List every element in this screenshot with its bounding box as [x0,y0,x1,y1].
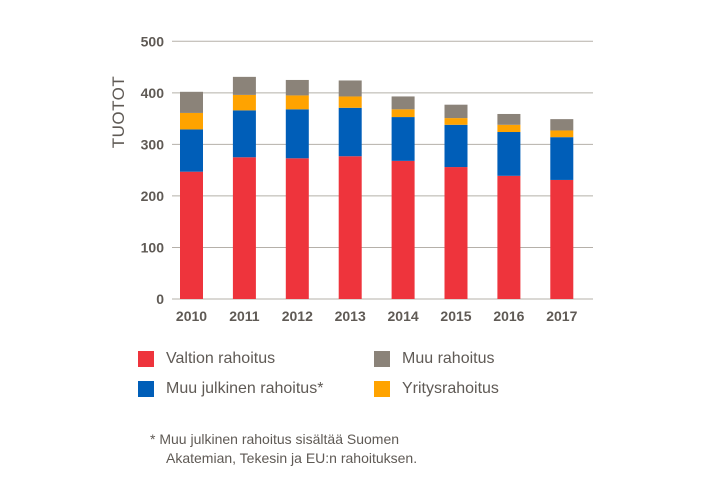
bar-segment-muu-rahoitus-2015 [444,104,468,119]
bar-segment-muu-rahoitus-2014 [391,96,415,110]
bar-segment-muu-julkinen-rahoitus-2016 [497,132,521,176]
bar-segment-yritysrahoitus-2017 [550,130,574,138]
legend-item-muu-rahoitus: Muu rahoitus [374,350,495,368]
bar-segment-yritysrahoitus-2016 [497,124,521,133]
bar-group-2015 [444,104,468,299]
bar-segment-valtion-rahoitus-2013 [338,156,362,299]
legend-label: Yritysrahoitus [402,380,499,397]
x-tick-label: 2013 [335,308,366,324]
bar-segment-yritysrahoitus-2015 [444,118,468,125]
bar-segment-muu-julkinen-rahoitus-2013 [338,107,362,157]
footnote: * Muu julkinen rahoitus sisältää Suomen … [150,430,417,468]
legend-label: Muu rahoitus [402,350,495,367]
bar-segment-yritysrahoitus-2012 [285,95,309,110]
x-tick-label: 2015 [440,308,471,324]
bar-segment-muu-julkinen-rahoitus-2015 [444,124,468,168]
bar-segment-muu-julkinen-rahoitus-2012 [285,109,309,159]
x-tick-label: 2012 [282,308,313,324]
x-tick-label: 2010 [176,308,207,324]
bar-segment-valtion-rahoitus-2011 [232,157,256,299]
legend-item-valtion-rahoitus: Valtion rahoitus [138,350,275,368]
x-tick-label: 2017 [546,308,577,324]
y-tick-label: 100 [141,239,165,255]
legend-label: Muu julkinen rahoitus* [166,380,324,397]
bar-segment-muu-julkinen-rahoitus-2014 [391,117,415,161]
bar-segment-yritysrahoitus-2014 [391,109,415,118]
y-tick-label: 0 [156,291,164,307]
legend-label: Valtion rahoitus [166,350,276,367]
bar-segment-muu-julkinen-rahoitus-2010 [180,129,203,172]
legend-swatch [374,381,390,397]
legend-swatch [374,351,390,367]
legend-swatch [138,381,154,397]
bar-segment-valtion-rahoitus-2015 [444,167,468,299]
x-axis-ticks: 2010 2011 2012 2013 2014 2015 2016 2017 [176,308,578,324]
bar-segment-yritysrahoitus-2010 [180,112,203,130]
bar-group-2016 [497,113,521,299]
bar-segment-valtion-rahoitus-2010 [180,171,203,299]
bar-group-2011 [232,76,256,299]
y-tick-label: 400 [141,85,165,101]
legend-item-yritysrahoitus: Yritysrahoitus [374,380,499,398]
x-tick-label: 2011 [229,308,260,324]
bar-segment-valtion-rahoitus-2014 [391,160,415,299]
bars [180,76,574,299]
y-tick-label: 200 [141,188,165,204]
bar-segment-yritysrahoitus-2013 [338,96,362,108]
bar-segment-muu-rahoitus-2017 [550,119,574,131]
bar-segment-yritysrahoitus-2011 [232,94,256,111]
bar-segment-muu-rahoitus-2011 [232,76,256,95]
y-axis-label: TUOTOT [109,76,128,149]
bar-segment-muu-rahoitus-2013 [338,80,362,97]
bar-segment-valtion-rahoitus-2012 [285,158,309,299]
bar-segment-muu-rahoitus-2016 [497,113,521,125]
bar-group-2017 [550,119,574,299]
footnote-line-1: * Muu julkinen rahoitus sisältää Suomen [150,431,400,447]
bar-group-2012 [285,79,309,299]
legend-swatch [138,351,154,367]
bar-segment-valtion-rahoitus-2017 [550,179,574,299]
y-tick-label: 500 [141,33,165,49]
bar-segment-muu-julkinen-rahoitus-2017 [550,137,574,180]
x-tick-label: 2014 [388,308,419,324]
bar-segment-muu-rahoitus-2010 [180,91,203,113]
bar-group-2013 [338,80,362,299]
bar-group-2010 [180,91,203,299]
legend-item-muu-julkinen-rahoitus: Muu julkinen rahoitus* [138,380,323,398]
y-tick-label: 300 [141,136,165,152]
x-tick-label: 2016 [493,308,524,324]
y-axis-ticks: 0 100 200 300 400 500 [141,33,165,307]
bar-segment-valtion-rahoitus-2016 [497,175,521,299]
bar-segment-muu-rahoitus-2012 [285,79,309,96]
bar-segment-muu-julkinen-rahoitus-2011 [232,110,256,158]
bar-group-2014 [391,96,415,299]
footnote-line-2: Akatemian, Tekesin ja EU:n rahoituksen. [166,450,418,466]
